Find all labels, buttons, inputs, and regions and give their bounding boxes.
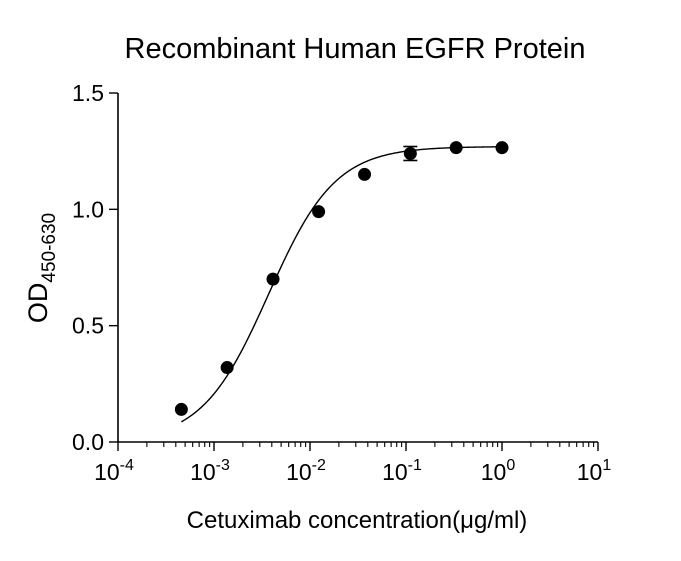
x-tick-label-exponent: -3 bbox=[216, 457, 230, 474]
x-tick-label-exponent: -2 bbox=[312, 457, 326, 474]
x-tick-label-exponent: -1 bbox=[408, 457, 422, 474]
data-points bbox=[174, 141, 509, 416]
x-tick-label-base: 10 bbox=[190, 459, 216, 485]
y-tick-label: 1.0 bbox=[72, 196, 104, 222]
fit-curve bbox=[181, 146, 503, 423]
data-point bbox=[174, 402, 188, 416]
y-axis-label-subscript: 450-630 bbox=[39, 213, 60, 283]
x-tick-label: 10-1 bbox=[382, 457, 422, 485]
x-tick-label-exponent: -4 bbox=[120, 457, 134, 474]
x-tick-label-exponent: 0 bbox=[506, 457, 515, 474]
x-tick-label: 10-4 bbox=[94, 457, 134, 485]
data-point bbox=[266, 272, 280, 286]
x-axis-label: Cetuximab concentration(μg/ml) bbox=[187, 507, 528, 534]
data-point bbox=[403, 146, 417, 160]
x-axis-ticks: 10-4 10-3 10-2 10-1 100 101 bbox=[94, 442, 611, 485]
x-tick-label: 10-2 bbox=[286, 457, 326, 485]
x-tick-label: 100 bbox=[481, 457, 516, 485]
data-point bbox=[449, 141, 463, 155]
axes bbox=[117, 93, 598, 443]
x-tick-label-base: 10 bbox=[382, 459, 408, 485]
x-tick-label-base: 10 bbox=[286, 459, 312, 485]
y-tick-label: 0.0 bbox=[72, 429, 104, 455]
x-tick-label-base: 10 bbox=[481, 459, 507, 485]
x-tick-label: 10-3 bbox=[190, 457, 230, 485]
data-point bbox=[312, 205, 326, 219]
y-axis-label-main: OD bbox=[23, 283, 53, 324]
x-tick-label: 101 bbox=[577, 457, 612, 485]
data-point bbox=[220, 361, 234, 375]
y-tick-label: 0.5 bbox=[72, 313, 104, 339]
data-point bbox=[495, 141, 509, 155]
x-tick-label-base: 10 bbox=[94, 459, 120, 485]
x-tick-label-exponent: 1 bbox=[602, 457, 611, 474]
y-tick-label: 1.5 bbox=[72, 80, 104, 106]
data-point bbox=[358, 167, 372, 181]
y-axis-ticks: 0.0 0.5 1.0 1.5 bbox=[72, 80, 118, 455]
chart-title: Recombinant Human EGFR Protein bbox=[125, 33, 586, 65]
x-tick-label-base: 10 bbox=[577, 459, 603, 485]
y-axis-label: OD450-630 bbox=[23, 213, 60, 323]
